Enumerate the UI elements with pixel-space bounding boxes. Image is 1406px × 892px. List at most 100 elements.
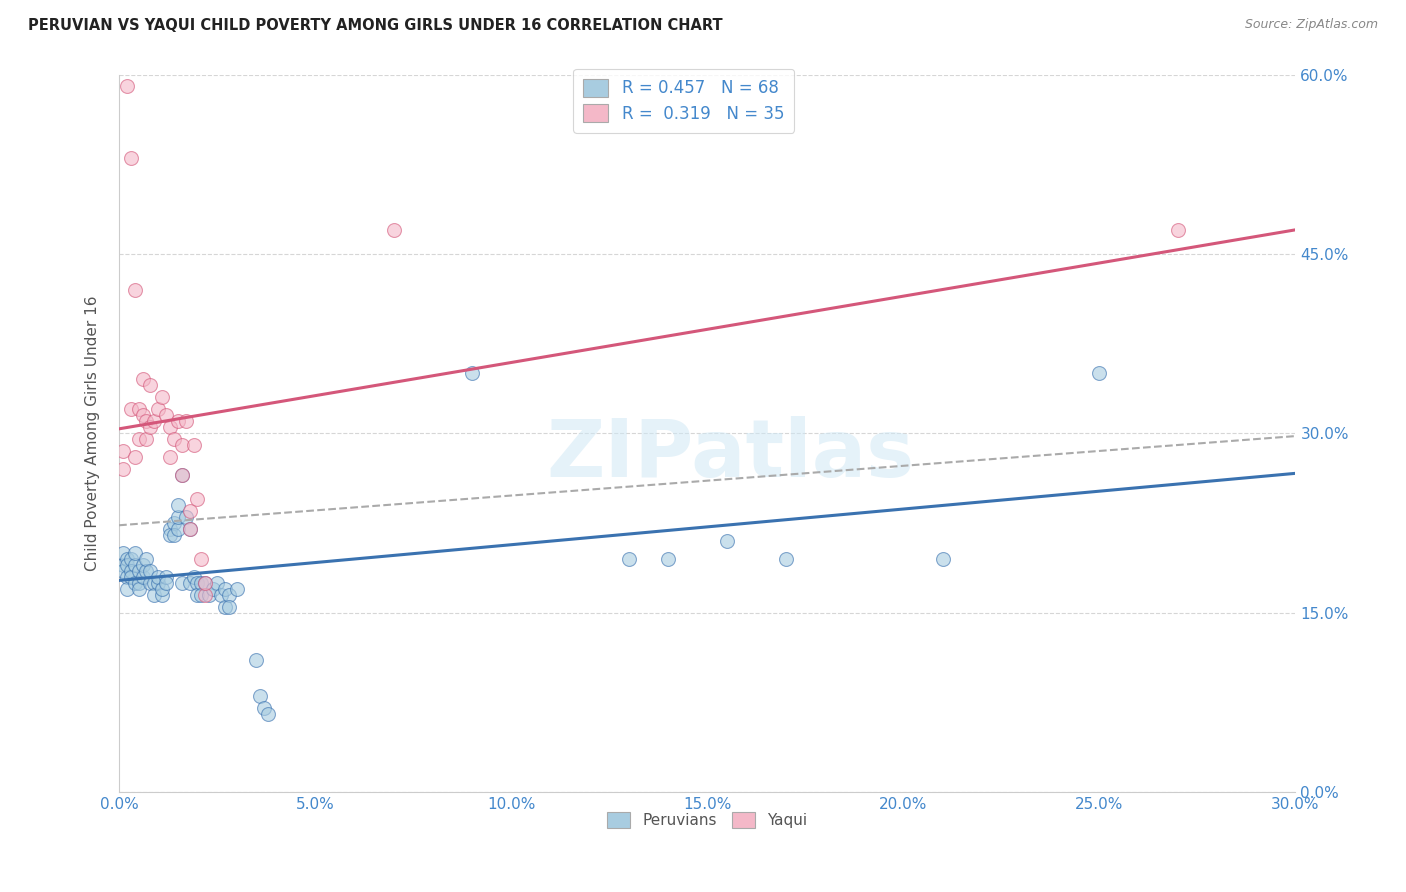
Point (115, 79, 138, 94)
Point (186, 491, 208, 506)
Point (124, 450, 146, 465)
Point (139, 575, 162, 590)
Point (253, 701, 276, 715)
Point (174, 510, 197, 524)
Point (167, 414, 190, 428)
Point (131, 570, 153, 584)
Point (128, 575, 150, 590)
Legend: Peruvians, Yaqui: Peruvians, Yaqui (600, 806, 814, 835)
Point (131, 409, 153, 423)
Point (115, 570, 138, 584)
Point (120, 570, 142, 584)
Point (139, 420, 162, 434)
Point (111, 564, 134, 578)
Point (159, 528, 181, 542)
Point (128, 432, 150, 446)
Point (186, 575, 208, 590)
Point (1167, 223, 1189, 237)
Point (249, 690, 271, 704)
Point (155, 575, 177, 590)
Point (657, 551, 679, 566)
Point (111, 462, 134, 476)
Point (124, 283, 146, 297)
Point (124, 575, 146, 590)
Point (120, 151, 142, 165)
Point (143, 588, 166, 602)
Point (198, 588, 221, 602)
Point (170, 575, 193, 590)
Point (190, 575, 212, 590)
Point (209, 588, 232, 602)
Point (186, 588, 208, 602)
Point (225, 582, 247, 596)
Point (205, 575, 228, 590)
Point (163, 432, 186, 446)
Point (167, 510, 190, 524)
Point (150, 588, 173, 602)
Point (202, 582, 225, 596)
Point (163, 528, 186, 542)
Point (120, 551, 142, 566)
Point (135, 432, 157, 446)
Point (148, 402, 170, 417)
Point (111, 558, 134, 572)
Point (139, 378, 162, 392)
Point (143, 414, 166, 428)
Point (716, 533, 738, 548)
Point (179, 575, 201, 590)
Point (170, 468, 193, 483)
Point (183, 570, 205, 584)
Point (128, 582, 150, 596)
Point (124, 558, 146, 572)
Point (194, 588, 217, 602)
Point (115, 558, 138, 572)
Point (159, 522, 181, 536)
Point (135, 564, 157, 578)
Point (120, 402, 142, 417)
Point (124, 546, 146, 560)
Point (163, 516, 186, 530)
Point (170, 438, 193, 452)
Point (218, 599, 240, 614)
Point (155, 409, 177, 423)
Point (179, 522, 201, 536)
Point (257, 707, 280, 722)
Point (214, 599, 236, 614)
Point (115, 551, 138, 566)
Point (218, 588, 240, 602)
Point (148, 575, 170, 590)
Point (194, 575, 217, 590)
Point (775, 551, 797, 566)
Point (115, 582, 138, 596)
Point (214, 582, 236, 596)
Point (139, 564, 162, 578)
Point (170, 468, 193, 483)
Text: Source: ZipAtlas.com: Source: ZipAtlas.com (1244, 18, 1378, 31)
Point (131, 372, 153, 386)
Point (245, 653, 267, 667)
Text: ZIPatlas: ZIPatlas (547, 416, 915, 494)
Point (111, 444, 134, 458)
Point (174, 414, 197, 428)
Point (128, 564, 150, 578)
Point (148, 570, 170, 584)
Point (194, 575, 217, 590)
Point (931, 551, 953, 566)
Point (120, 564, 142, 578)
Point (382, 223, 405, 237)
Point (167, 498, 190, 512)
Point (128, 402, 150, 417)
Y-axis label: Child Poverty Among Girls Under 16: Child Poverty Among Girls Under 16 (86, 295, 100, 571)
Point (111, 546, 134, 560)
Point (1088, 367, 1111, 381)
Point (159, 450, 181, 465)
Point (179, 504, 201, 518)
Point (167, 522, 190, 536)
Point (159, 420, 181, 434)
Point (190, 551, 212, 566)
Point (617, 551, 640, 566)
Point (135, 551, 157, 566)
Point (461, 367, 484, 381)
Point (190, 588, 212, 602)
Point (179, 522, 201, 536)
